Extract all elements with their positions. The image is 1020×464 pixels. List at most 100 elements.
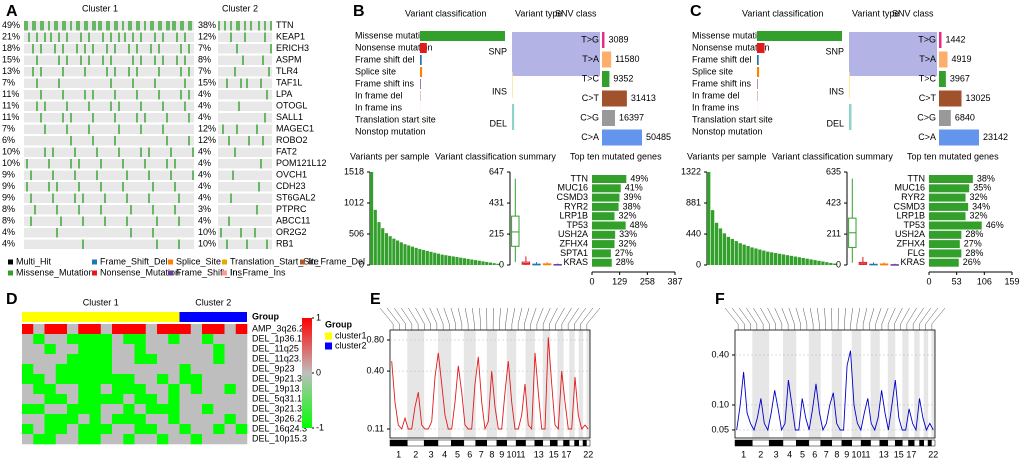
y-tick-label: 0.80: [366, 334, 384, 344]
heatmap-cell: [157, 384, 169, 395]
gene-label: TTN: [908, 173, 926, 183]
heatmap-cell: [134, 414, 147, 425]
section-title: SNV class: [892, 8, 934, 18]
row-label: DEL_19p13.2: [252, 383, 307, 393]
panel-label: D: [6, 291, 18, 308]
cytoband-leader: [817, 307, 820, 330]
y-tick-label: 881: [686, 197, 701, 207]
sample-bar: [496, 263, 500, 265]
heatmap-cell: [202, 344, 214, 355]
percent-label: 4%: [198, 101, 211, 111]
chromosome-band: [506, 330, 517, 438]
gene-label: ZFHX4: [559, 238, 588, 248]
row-label: DEL_5q31.1: [252, 393, 302, 403]
sample-bar: [403, 244, 407, 265]
x-tick-label: 106: [977, 276, 992, 286]
row-background: [218, 55, 272, 65]
sample-bar: [422, 249, 426, 265]
heatmap-cell: [190, 334, 203, 345]
heatmap-cell: [123, 344, 135, 355]
snv-bar: [602, 110, 615, 126]
chromosome-block: [870, 439, 881, 447]
heatmap-cell: [134, 374, 147, 385]
heatmap-cell: [112, 374, 124, 385]
percent-label: 10%: [2, 158, 20, 168]
snv-count: 23142: [983, 132, 1008, 142]
panel-label: F: [715, 291, 725, 308]
legend-label: Multi_Hit: [16, 256, 52, 266]
chromosome-block: [860, 439, 871, 447]
heatmap-cell: [168, 404, 180, 415]
gene-label: OVCH1: [276, 170, 307, 180]
chromosome-label: 17: [906, 449, 916, 459]
heatmap-cell: [67, 394, 79, 405]
row-background: [24, 78, 194, 88]
mutation-marks: [226, 239, 268, 249]
heatmap-cell: [190, 324, 203, 335]
heatmap-cell: [100, 394, 113, 405]
sample-bar: [817, 260, 821, 265]
chromosome-label: 17: [561, 449, 571, 459]
heatmap-cell: [202, 424, 214, 435]
gene-label: ASPM: [276, 55, 302, 65]
heatmap-cell: [78, 344, 90, 355]
percent-label: 11%: [2, 89, 19, 99]
percent-label: 4%: [198, 89, 211, 99]
gene-label: KRAS: [563, 257, 588, 267]
sample-bar: [407, 245, 411, 265]
sample-bar: [429, 251, 433, 265]
chromosome-label: 6: [467, 449, 472, 459]
snv-label: T>A: [582, 54, 599, 64]
gene-percent: 26%: [963, 257, 981, 267]
sample-bar: [742, 244, 746, 265]
heatmap-cell: [145, 384, 158, 395]
heatmap-cell: [190, 344, 203, 355]
heatmap-cell: [33, 384, 45, 395]
heatmap-cell: [123, 424, 135, 435]
cytoband-leader: [536, 307, 544, 330]
sample-bar: [396, 240, 400, 265]
sample-bar: [448, 255, 452, 265]
heatmap-cell: [112, 424, 124, 435]
chromosome-label: 2: [758, 449, 763, 459]
heatmap-cell: [224, 324, 237, 335]
mutation-marks: [220, 228, 256, 238]
chromosome-band: [887, 330, 896, 438]
row-background: [24, 90, 194, 100]
chromosome-block: [574, 439, 579, 447]
row-background: [218, 78, 272, 88]
variant-type-bar: [849, 104, 852, 130]
cytoband-leader: [824, 307, 826, 330]
heatmap-cell: [224, 354, 237, 365]
row-background: [218, 216, 272, 226]
chromosome-label: 7: [479, 449, 484, 459]
gene-bar: [929, 240, 960, 249]
heatmap-cell: [157, 364, 169, 375]
heatmap-cell: [78, 384, 90, 395]
sample-bar: [466, 258, 470, 265]
y-tick-label: 1518: [344, 166, 364, 176]
box: [511, 215, 520, 247]
snv-label: C>G: [917, 112, 936, 122]
gene-percent: 48%: [630, 220, 648, 230]
snv-label: C>G: [580, 112, 599, 122]
heatmap-cell: [78, 394, 90, 405]
heatmap-cell: [213, 384, 225, 395]
sample-bar: [730, 238, 734, 265]
percent-label: 9%: [2, 193, 15, 203]
gene-bar: [592, 202, 619, 211]
chromosome-block: [927, 439, 932, 447]
chromosome-block: [768, 439, 784, 447]
chromosome-label: 11: [516, 449, 525, 459]
cytoband-leader: [919, 307, 932, 330]
chromosome-label: 8: [489, 449, 494, 459]
heatmap-cell: [202, 374, 214, 385]
heatmap-cell: [22, 414, 34, 425]
cytoband-leader: [856, 307, 861, 330]
heatmap-cell: [235, 404, 248, 415]
heatmap-cell: [224, 384, 237, 395]
heatmap-cell: [224, 404, 237, 415]
heatmap-cell: [179, 374, 192, 385]
sample-bar: [436, 253, 441, 265]
gene-label: ABCC11: [276, 216, 310, 226]
